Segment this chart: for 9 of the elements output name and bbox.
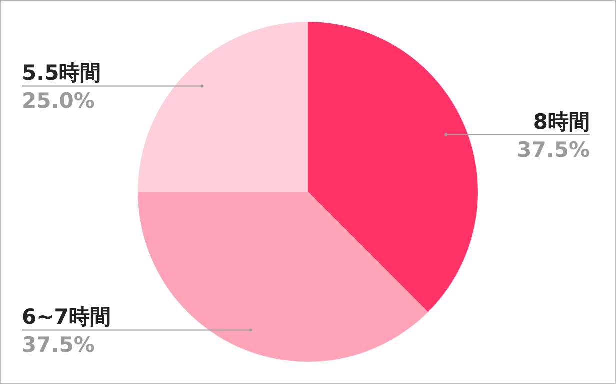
slice-label: 8時間 <box>533 110 590 134</box>
pie-slice <box>308 22 478 312</box>
slice-label: 6~7時間 <box>22 305 111 330</box>
data-label: 25.0% <box>22 89 95 114</box>
data-label: 37.5% <box>517 138 590 162</box>
slice-label: 5.5時間 <box>22 61 102 86</box>
pie-slice <box>138 192 428 362</box>
data-label: 37.5% <box>22 333 95 358</box>
pie-slice <box>138 22 308 192</box>
